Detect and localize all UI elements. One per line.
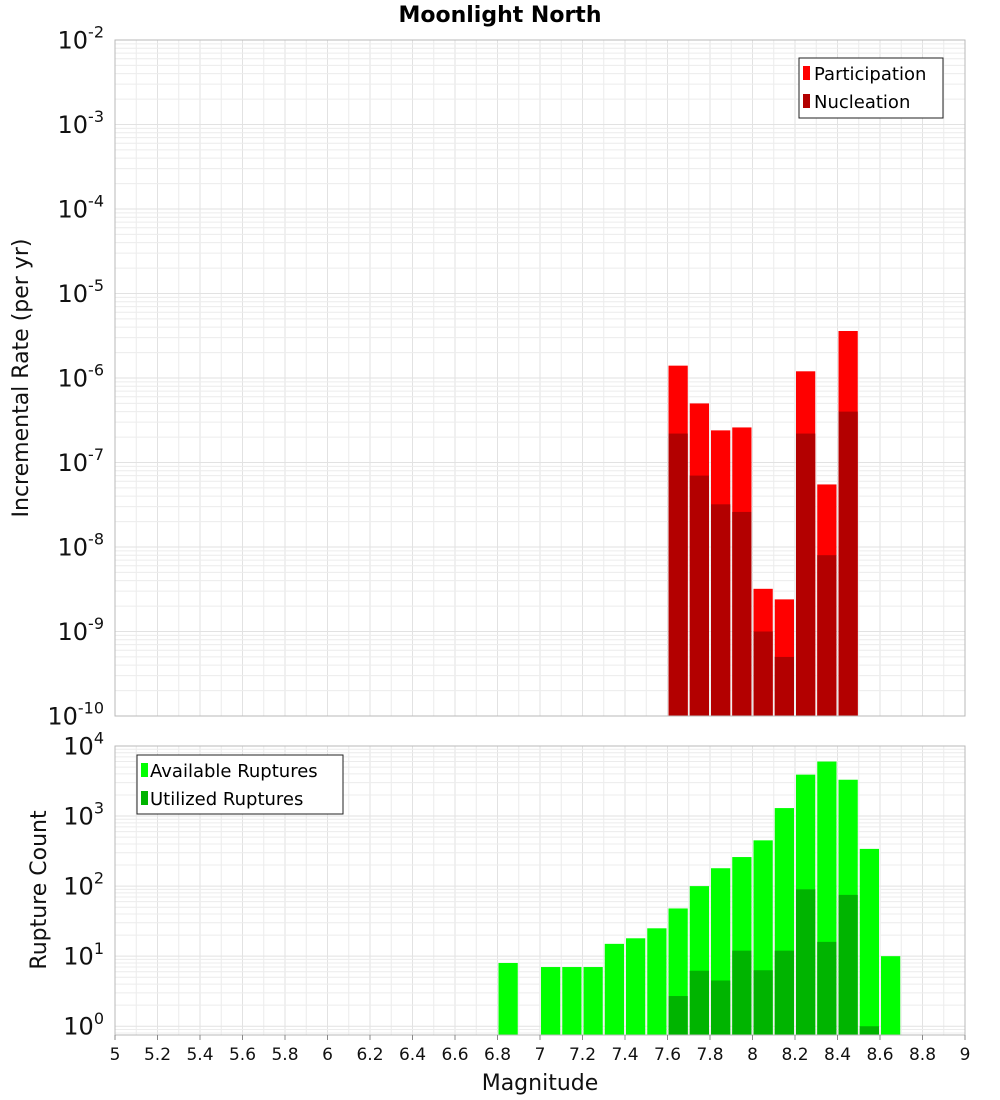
x-tick-label: 8.8 <box>909 1045 936 1065</box>
participation-legend-swatch <box>803 66 810 80</box>
nucleation-bar <box>838 411 858 716</box>
x-tick-label: 7.6 <box>654 1045 681 1065</box>
count-y-ticks: 100 101 102 103 104 <box>63 729 104 1041</box>
utilized-ruptures-bar <box>668 996 688 1035</box>
utilized-ruptures-bar <box>711 980 731 1035</box>
nucleation-bar <box>689 475 709 716</box>
x-tick-label: 6.4 <box>399 1045 426 1065</box>
x-tick-label: 8.2 <box>781 1045 808 1065</box>
utilized-ruptures-bar <box>774 950 794 1035</box>
nucleation-bar <box>668 433 688 716</box>
x-tick-label: 8.6 <box>866 1045 893 1065</box>
nucleation-bar <box>753 631 773 716</box>
y-tick-label: 10-4 <box>58 192 105 224</box>
x-tick-label: 6.2 <box>356 1045 383 1065</box>
y-tick-label: 104 <box>63 729 104 761</box>
rate-plot-frame <box>114 39 966 717</box>
count-x-ticks: 5 5.2 5.4 5.6 5.8 6 6.2 6.4 6.6 6.8 7 7.2 7.4 7.6 7.8 8… <box>110 1035 971 1065</box>
count-panel: 100 101 102 103 104 5 5.2 5.4 5.6 5.8 6 6.2 6.4 6.6 6… <box>27 729 970 1096</box>
x-tick-label: 5.2 <box>144 1045 171 1065</box>
available-ruptures-bar <box>604 943 624 1035</box>
available-ruptures-bar <box>626 938 646 1035</box>
count-x-axis-label: Magnitude <box>482 1071 599 1096</box>
utilized-ruptures-bar <box>838 894 858 1035</box>
count-bars <box>498 761 901 1035</box>
rate-y-axis-label: Incremental Rate (per yr) <box>9 239 34 518</box>
x-tick-label: 6 <box>322 1045 333 1065</box>
y-tick-label: 10-3 <box>58 107 105 139</box>
available-ruptures-bar <box>498 962 518 1035</box>
y-tick-label: 10-2 <box>58 23 105 55</box>
x-tick-label: 5.4 <box>186 1045 213 1065</box>
y-tick-label: 10-10 <box>47 699 104 731</box>
available-legend-swatch <box>141 763 148 777</box>
utilized-legend-label: Utilized Ruptures <box>150 789 303 810</box>
y-tick-label: 102 <box>63 869 104 901</box>
rate-legend-box <box>798 57 944 119</box>
y-tick-label: 100 <box>63 1009 104 1041</box>
count-legend-box <box>136 754 344 815</box>
x-tick-label: 5.8 <box>271 1045 298 1065</box>
y-tick-label: 10-7 <box>58 445 105 477</box>
available-ruptures-bar <box>859 848 879 1035</box>
nucleation-bar <box>774 656 794 716</box>
x-tick-label: 9 <box>960 1045 971 1065</box>
utilized-ruptures-bar <box>753 970 773 1035</box>
available-ruptures-bar <box>583 967 603 1035</box>
rate-panel: 10-10 10-9 10-8 10-7 10-6 10-5 10-4 10-3 10-2 In… <box>9 23 966 731</box>
y-tick-label: 10-9 <box>58 614 105 646</box>
chart-title: Moonlight North <box>398 3 601 28</box>
available-ruptures-bar <box>541 967 561 1035</box>
x-tick-label: 8.4 <box>824 1045 851 1065</box>
nucleation-legend-swatch <box>803 94 810 108</box>
utilized-ruptures-bar <box>689 970 709 1035</box>
x-tick-label: 7 <box>535 1045 546 1065</box>
nucleation-legend-label: Nucleation <box>814 92 910 113</box>
available-legend-label: Available Ruptures <box>150 761 318 782</box>
utilized-legend-swatch <box>141 791 148 805</box>
y-tick-label: 10-5 <box>58 276 105 308</box>
utilized-ruptures-bar <box>796 889 816 1035</box>
x-tick-label: 6.6 <box>441 1045 468 1065</box>
utilized-ruptures-bar <box>859 1026 879 1035</box>
y-tick-label: 101 <box>63 939 104 971</box>
x-tick-label: 7.8 <box>696 1045 723 1065</box>
utilized-ruptures-bar <box>817 941 837 1035</box>
x-tick-label: 7.4 <box>611 1045 638 1065</box>
x-tick-label: 7.2 <box>569 1045 596 1065</box>
nucleation-bar <box>711 504 731 716</box>
y-tick-label: 10-8 <box>58 530 105 562</box>
x-tick-label: 6.8 <box>484 1045 511 1065</box>
count-legend: Available Ruptures Utilized Ruptures <box>136 754 344 815</box>
y-tick-label: 10-6 <box>58 361 105 393</box>
y-tick-label: 103 <box>63 799 104 831</box>
nucleation-bar <box>796 433 816 716</box>
rate-bars <box>668 330 858 716</box>
rate-legend: Participation Nucleation <box>798 57 944 119</box>
nucleation-bar <box>817 555 837 716</box>
x-tick-label: 8 <box>747 1045 758 1065</box>
participation-legend-label: Participation <box>814 64 926 85</box>
x-tick-label: 5.6 <box>229 1045 256 1065</box>
rate-grid <box>115 40 965 716</box>
available-ruptures-bar <box>647 928 667 1035</box>
available-ruptures-bar <box>881 956 901 1035</box>
rate-y-ticks: 10-10 10-9 10-8 10-7 10-6 10-5 10-4 10-3 10-2 <box>47 23 104 731</box>
utilized-ruptures-bar <box>732 950 752 1035</box>
nucleation-bar <box>732 511 752 716</box>
x-tick-label: 5 <box>110 1045 121 1065</box>
count-y-axis-label: Rupture Count <box>27 810 52 970</box>
available-ruptures-bar <box>562 967 582 1035</box>
